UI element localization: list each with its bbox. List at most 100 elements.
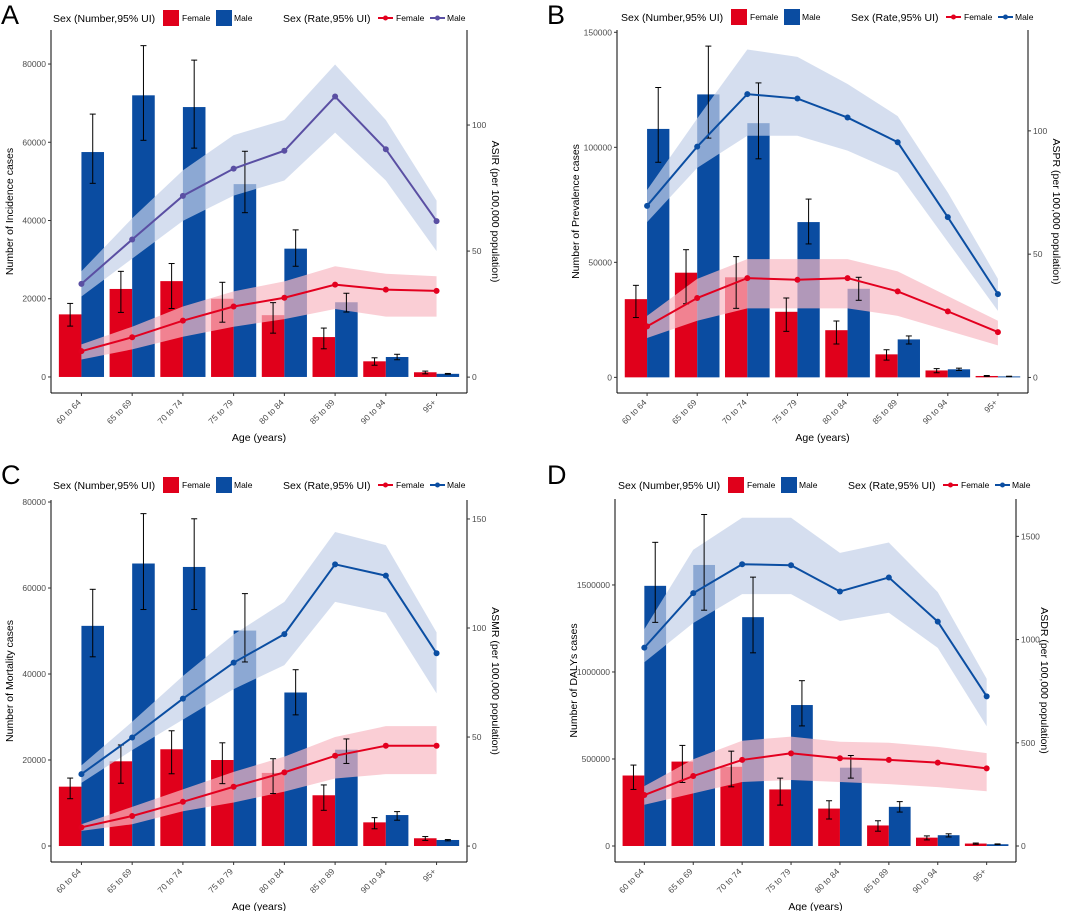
error-bar-female-7: [984, 376, 990, 377]
x-tick-label: 70 to 74: [156, 866, 185, 895]
y2-axis-title: ASPR (per 100,000 population): [1050, 139, 1062, 285]
x-tick-label: 65 to 69: [105, 866, 134, 895]
legend-female-point-swatch: [383, 483, 388, 488]
rate-male-point-3: [231, 166, 237, 172]
right-tick-label: 500: [1021, 738, 1035, 748]
rate-female-point-4: [845, 275, 851, 281]
left-tick-label: 0: [41, 841, 46, 851]
y-axis-title: Number of Mortality cases: [4, 620, 16, 742]
legend-female-rate-label: Female: [961, 480, 990, 490]
legend-female-point-swatch: [951, 15, 956, 20]
right-tick-label: 50: [472, 246, 482, 256]
rate-male-point-1: [690, 590, 696, 596]
rate-female-point-2: [180, 799, 186, 805]
bar-male-5: [335, 302, 358, 377]
x-tick-label: 60 to 64: [54, 866, 83, 895]
right-tick-label: 100: [472, 120, 486, 130]
legend-female-bar-swatch: [163, 10, 179, 26]
x-tick-label: 70 to 74: [715, 866, 744, 895]
rate-male-point-3: [231, 660, 237, 666]
legend-male-bar-swatch: [784, 9, 800, 25]
rate-female-point-6: [383, 287, 389, 293]
legend-male-rate-label: Male: [1012, 480, 1031, 490]
y-axis-title: Number of DALYs cases: [568, 623, 580, 737]
rate-female-point-3: [231, 304, 237, 310]
rate-female-point-1: [129, 334, 135, 340]
rate-male-point-0: [78, 771, 84, 777]
rate-female-point-1: [690, 773, 696, 779]
rate-male-point-2: [739, 561, 745, 567]
rate-male-point-7: [995, 291, 1001, 297]
legend-male-rate-label: Male: [1015, 12, 1034, 22]
rate-female-point-4: [837, 755, 843, 761]
rate-male-point-4: [845, 115, 851, 121]
y-axis-title: Number of Incidence cases: [4, 148, 16, 275]
legend-rate-title: Sex (Rate,95% UI): [283, 480, 371, 492]
rate-male-point-6: [383, 573, 389, 579]
x-tick-label: 70 to 74: [720, 397, 749, 426]
right-tick-label: 150: [472, 514, 486, 524]
rate-male-point-4: [281, 148, 287, 154]
x-tick-label: 85 to 89: [308, 397, 337, 426]
x-axis-title: Age (years): [795, 432, 849, 444]
left-tick-label: 60000: [22, 583, 46, 593]
rate-female-point-7: [995, 329, 1001, 335]
right-tick-label: 1000: [1021, 635, 1040, 645]
x-tick-label: 95+: [421, 397, 438, 414]
x-tick-label: 75 to 79: [206, 397, 235, 426]
bar-male-0: [81, 626, 104, 846]
error-bar-male-7: [995, 844, 1001, 845]
rate-female-point-3: [231, 784, 237, 790]
right-tick-label: 50: [472, 732, 482, 742]
legend-male-bar-swatch: [216, 10, 232, 26]
rate-male-point-6: [945, 214, 951, 220]
x-tick-label: 95+: [982, 397, 999, 414]
rate-female-point-5: [332, 282, 338, 288]
rate-male-point-1: [129, 236, 135, 242]
rate-female-point-0: [644, 323, 650, 329]
legend-female-bar-swatch: [728, 477, 744, 493]
legend-male-rate-label: Male: [447, 480, 466, 490]
x-tick-label: 80 to 84: [813, 866, 842, 895]
x-tick-label: 60 to 64: [54, 397, 83, 426]
rate-male-point-6: [935, 619, 941, 625]
x-tick-label: 65 to 69: [670, 397, 699, 426]
rate-female-point-4: [281, 295, 287, 301]
rate-female-point-0: [78, 824, 84, 830]
rate-male-point-1: [129, 734, 135, 740]
left-tick-label: 60000: [22, 137, 46, 147]
rate-male-point-0: [641, 645, 647, 651]
legend-male-bar-swatch: [781, 477, 797, 493]
rate-male-point-2: [180, 696, 186, 702]
left-tick-label: 0: [605, 841, 610, 851]
rate-female-point-3: [788, 750, 794, 756]
legend-female-rate-label: Female: [964, 12, 993, 22]
x-axis-title: Age (years): [232, 432, 286, 444]
rate-male-point-5: [886, 574, 892, 580]
error-bar-male-7: [445, 373, 451, 374]
bar-male-5: [898, 339, 920, 377]
rate-male-point-3: [788, 562, 794, 568]
right-tick-label: 0: [472, 372, 477, 382]
rate-male-point-3: [794, 96, 800, 102]
rate-female-point-6: [935, 760, 941, 766]
x-tick-label: 75 to 79: [206, 866, 235, 895]
left-tick-label: 80000: [22, 59, 46, 69]
y2-axis-title: ASDR (per 100,000 population): [1038, 607, 1050, 754]
legend-male-label: Male: [802, 12, 821, 22]
rate-female-point-3: [794, 277, 800, 283]
panel-letter: A: [1, 0, 19, 30]
rate-female-point-2: [744, 275, 750, 281]
rate-male-point-0: [644, 203, 650, 209]
x-tick-label: 75 to 79: [770, 397, 799, 426]
rate-male-point-5: [895, 139, 901, 145]
x-tick-label: 80 to 84: [257, 397, 286, 426]
left-tick-label: 20000: [22, 755, 46, 765]
rate-male-point-7: [434, 218, 440, 224]
rate-female-point-1: [129, 813, 135, 819]
bar-male-5: [889, 807, 911, 846]
